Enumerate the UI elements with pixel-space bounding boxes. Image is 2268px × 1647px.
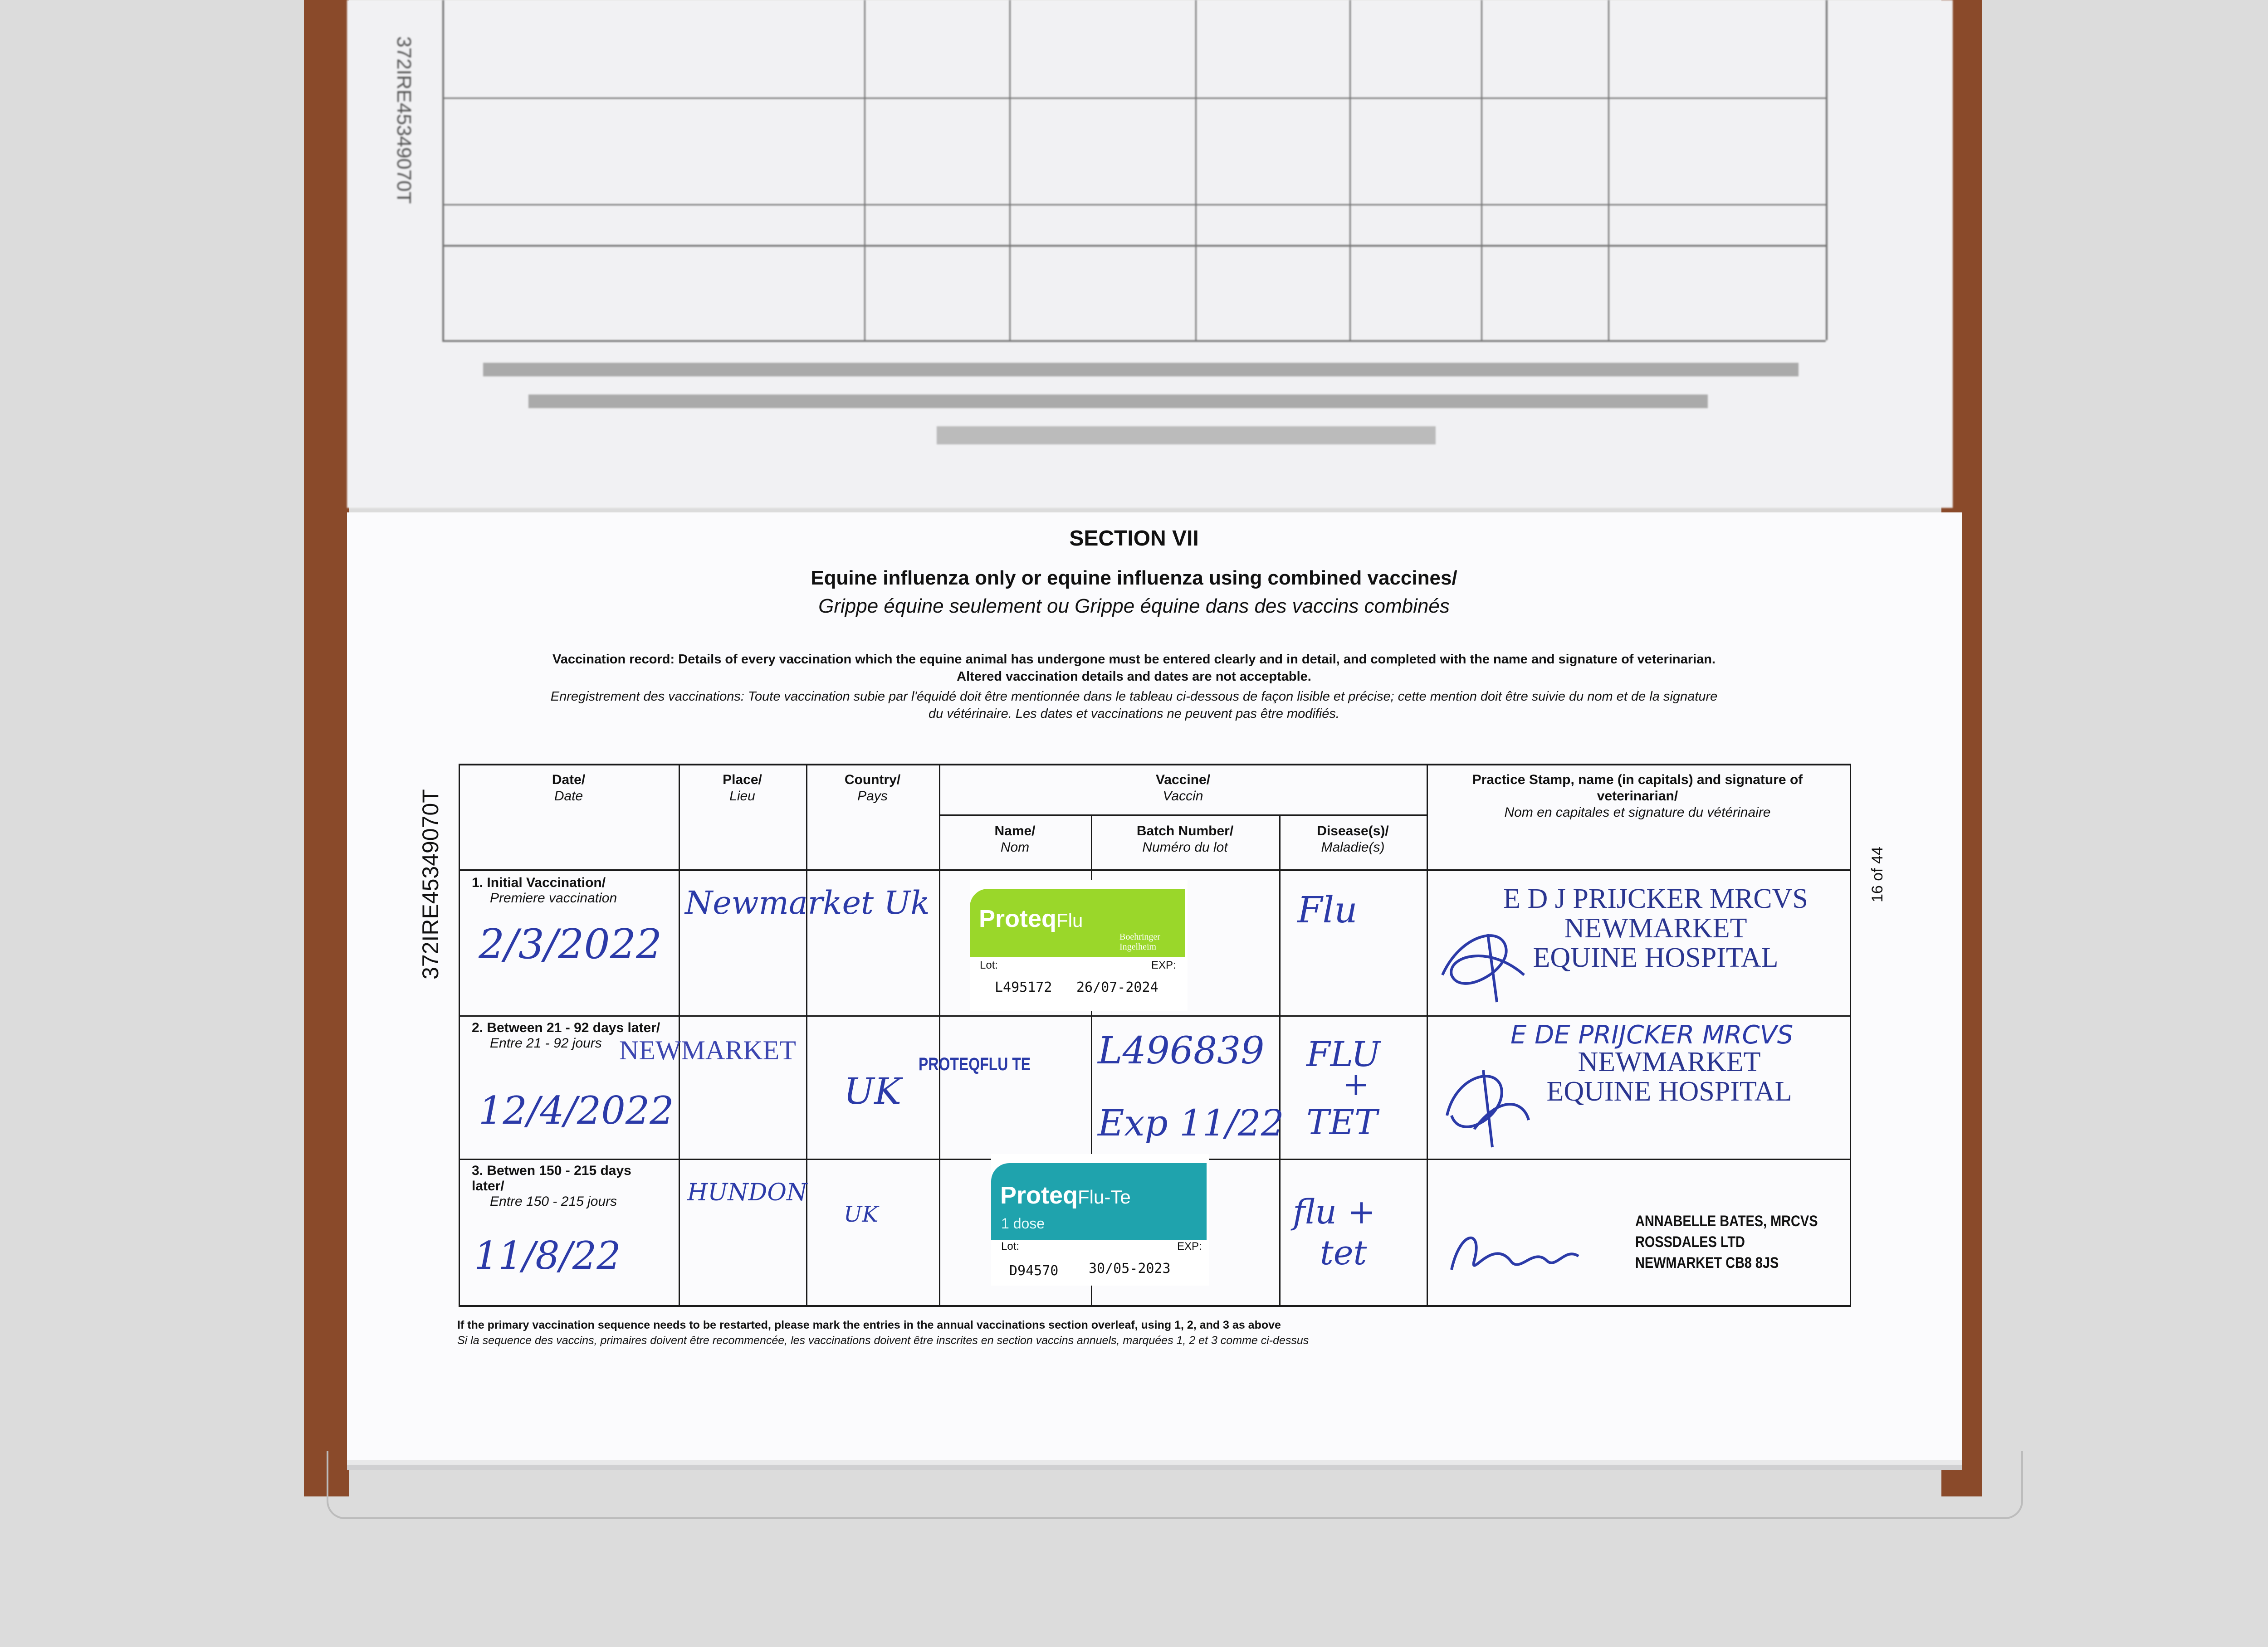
practice-stamp: NEWMARKET EQUINE HOSPITAL [1510, 1047, 1828, 1107]
row-label-fr: Premiere vaccination [490, 891, 617, 906]
stamp-line: EQUINE HOSPITAL [1546, 1076, 1792, 1107]
stamp-line: EQUINE HOSPITAL [1533, 942, 1779, 974]
signature [1450, 1236, 1579, 1270]
disease-handwritten: FLU [1306, 1034, 1381, 1074]
intro-fr-2: du vétérinaire. Les dates et vaccination… [929, 707, 1339, 721]
sticker-lot: L495172 [995, 979, 1052, 995]
intro-en-1: Vaccination record: Details of every vac… [552, 652, 1716, 667]
sticker-maker: Ingelheim [1119, 942, 1157, 952]
date-handwritten: 2/3/2022 [479, 921, 662, 968]
vaccine-sticker-proteq-flu: ProteqFlu Boehringer Ingelheim Lot: EXP: … [970, 880, 1188, 1011]
header-country: Country/ [844, 772, 901, 787]
header-stamp-fr: Nom en capitales et signature du vétérin… [1504, 805, 1771, 820]
disease-handwritten: flu + [1293, 1193, 1376, 1232]
header-stamp: Practice Stamp, name (in capitals) and s… [1472, 772, 1803, 804]
country-handwritten: UK [844, 1202, 879, 1227]
disease-handwritten: TET [1306, 1102, 1378, 1142]
signature [1441, 934, 1525, 1003]
date-handwritten: 12/4/2022 [479, 1088, 674, 1133]
row-label: 3. Betwen 150 - 215 days later/ [472, 1163, 631, 1194]
sticker-exp: 26/07-2024 [1076, 979, 1158, 995]
row-label-fr: Entre 150 - 215 jours [490, 1194, 617, 1209]
sticker-brand: Proteq [979, 905, 1057, 932]
header-vaccine-fr: Vaccin [1163, 789, 1203, 804]
header-date: Date/ [552, 772, 586, 787]
sticker-lot-label: Lot: [980, 959, 998, 971]
intro-en-2: Altered vaccination details and dates ar… [957, 669, 1311, 684]
disease-handwritten: + [1343, 1066, 1369, 1103]
row-label-fr: Entre 21 - 92 jours [490, 1036, 602, 1051]
header-batch-fr: Numéro du lot [1142, 840, 1228, 855]
row-label: 2. Between 21 - 92 days later/ [472, 1020, 660, 1035]
footnote-en: If the primary vaccination sequence need… [457, 1319, 1281, 1331]
sticker-product: Flu-Te [1078, 1186, 1131, 1208]
sticker-brand: Proteq [1000, 1182, 1078, 1209]
practice-stamp: ANNABELLE BATES, MRCVS ROSSDALES LTD NEWMA… [1635, 1211, 1818, 1273]
stamp-line: NEWMARKET CB8 8JS [1635, 1254, 1779, 1272]
country-handwritten: UK [844, 1070, 902, 1112]
stamp-line: E D J PRIJCKER MRCVS [1503, 883, 1808, 914]
header-name: Name/ [994, 824, 1036, 838]
passport-number-inverted: 372IRE45349070T [393, 36, 415, 204]
sticker-product: Flu [1056, 910, 1083, 931]
vaccine-name-stamp: PROTEQFLU TE [919, 1054, 1031, 1074]
header-batch: Batch Number/ [1136, 824, 1234, 838]
row-label: 1. Initial Vaccination/ [472, 875, 606, 890]
stamp-line: ANNABELLE BATES, MRCVS [1635, 1213, 1818, 1230]
title-fr: Grippe équine seulement ou Grippe équine… [818, 595, 1450, 617]
plastic-sleeve [327, 1451, 2023, 1519]
batch-exp-handwritten: Exp 11/22 [1098, 1102, 1284, 1144]
header-country-fr: Pays [857, 789, 888, 804]
practice-stamp: E D J PRIJCKER MRCVS NEWMARKET EQUINE HOSP… [1497, 884, 1814, 973]
stamp-line: ROSSDALES LTD [1635, 1233, 1745, 1251]
vaccine-sticker-proteq-flu-te: ProteqFlu-Te 1 dose Lot: EXP: D94570 30/… [991, 1154, 1209, 1286]
disease-handwritten: Flu [1297, 889, 1358, 931]
sticker-dose: 1 dose [1001, 1215, 1045, 1232]
stamp-line: NEWMARKET [1578, 1047, 1761, 1077]
upper-page-inverted: 372IRE45349070T [347, 0, 1953, 508]
stamp-line: NEWMARKET [1564, 913, 1747, 944]
date-handwritten: 11/8/22 [474, 1233, 621, 1278]
passport-number: 372IRE45349070T [418, 789, 443, 979]
header-disease-fr: Maladie(s) [1321, 840, 1385, 855]
header-vaccine: Vaccine/ [1155, 772, 1211, 787]
intro-fr-1: Enregistrement des vaccinations: Toute v… [550, 689, 1718, 704]
sticker-maker: Boehringer [1119, 932, 1160, 942]
place-handwritten: Newmarket Uk [685, 884, 930, 921]
signature [1446, 1070, 1530, 1148]
footnote-fr: Si la sequence des vaccins, primaires do… [457, 1334, 1309, 1347]
header-name-fr: Nom [1000, 840, 1030, 855]
place-handwritten: HUNDON [687, 1179, 807, 1206]
place-stamp: NEWMARKET [619, 1035, 796, 1065]
header-place: Place/ [723, 772, 762, 787]
sticker-lot: D94570 [1009, 1263, 1059, 1279]
sticker-exp-label: EXP: [1177, 1240, 1202, 1252]
sticker-exp-label: EXP: [1151, 959, 1176, 971]
header-disease: Disease(s)/ [1317, 824, 1389, 838]
header-date-fr: Date [554, 789, 583, 804]
disease-handwritten: tet [1320, 1233, 1367, 1272]
section-title: SECTION VII [1069, 526, 1199, 551]
title-en: Equine influenza only or equine influenz… [811, 567, 1457, 589]
batch-handwritten: L496839 [1098, 1029, 1265, 1072]
sticker-lot-label: Lot: [1001, 1240, 1020, 1252]
sticker-exp: 30/05-2023 [1089, 1261, 1171, 1277]
book-cover-left [304, 0, 349, 1496]
vet-name-handwritten: E DE PRIJCKER MRCVS [1510, 1020, 1794, 1050]
page-number: 16 of 44 [1869, 847, 1886, 902]
header-place-fr: Lieu [729, 789, 755, 804]
